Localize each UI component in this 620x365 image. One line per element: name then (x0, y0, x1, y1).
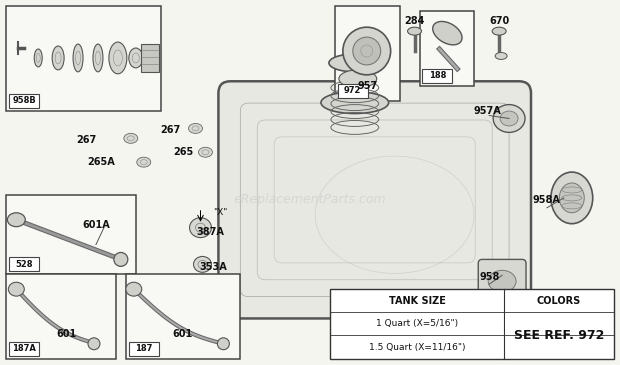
Text: 601: 601 (172, 329, 193, 339)
Ellipse shape (559, 183, 584, 213)
Ellipse shape (109, 42, 127, 74)
Bar (9, 342, 39, 356)
Ellipse shape (488, 270, 516, 292)
Ellipse shape (73, 44, 83, 72)
Bar (6, 274, 116, 359)
Ellipse shape (124, 133, 138, 143)
Text: 284: 284 (404, 16, 425, 26)
Text: 601: 601 (56, 329, 76, 339)
Text: 265: 265 (174, 147, 193, 157)
Text: 601A: 601A (82, 220, 110, 230)
Ellipse shape (343, 27, 391, 75)
FancyBboxPatch shape (478, 260, 526, 303)
Ellipse shape (551, 172, 593, 224)
Ellipse shape (407, 27, 422, 35)
Bar (422, 69, 453, 83)
Ellipse shape (7, 213, 25, 227)
Ellipse shape (198, 147, 213, 157)
Ellipse shape (492, 27, 506, 35)
Ellipse shape (339, 70, 377, 88)
Text: 958B: 958B (12, 96, 36, 105)
Text: 387A: 387A (197, 227, 224, 237)
Ellipse shape (126, 282, 142, 296)
Ellipse shape (321, 92, 389, 114)
Bar (420, 11, 474, 86)
Bar (330, 289, 614, 359)
Ellipse shape (8, 282, 24, 296)
Text: eReplacementParts.com: eReplacementParts.com (234, 193, 386, 206)
Text: SEE REF. 972: SEE REF. 972 (514, 329, 604, 342)
Bar (9, 94, 39, 108)
Text: 187: 187 (135, 344, 153, 353)
Ellipse shape (114, 253, 128, 266)
FancyBboxPatch shape (218, 81, 531, 318)
Ellipse shape (88, 338, 100, 350)
Ellipse shape (495, 53, 507, 59)
Text: 957: 957 (358, 81, 378, 91)
Ellipse shape (353, 37, 381, 65)
Ellipse shape (34, 49, 42, 67)
Text: 267: 267 (161, 126, 181, 135)
Ellipse shape (129, 48, 143, 68)
Text: 670: 670 (489, 16, 509, 26)
Ellipse shape (218, 338, 229, 350)
Ellipse shape (493, 105, 525, 132)
Bar (6, 195, 136, 274)
Ellipse shape (93, 44, 103, 72)
Text: 1.5 Quart (X=11/16"): 1.5 Quart (X=11/16") (369, 343, 465, 351)
Bar (129, 342, 159, 356)
Bar (141, 44, 159, 72)
Text: 528: 528 (16, 260, 33, 269)
Ellipse shape (190, 218, 211, 238)
Text: 188: 188 (429, 71, 446, 80)
Bar (335, 6, 400, 101)
Text: 972: 972 (344, 86, 361, 95)
Ellipse shape (329, 54, 381, 72)
Text: TANK SIZE: TANK SIZE (389, 296, 445, 306)
Bar (338, 84, 368, 98)
Bar (6, 6, 161, 111)
Text: 1 Quart (X=5/16"): 1 Quart (X=5/16") (376, 319, 458, 328)
Text: 265A: 265A (87, 157, 115, 167)
Ellipse shape (193, 257, 211, 272)
Ellipse shape (137, 157, 151, 167)
Text: 187A: 187A (12, 344, 36, 353)
Text: 958: 958 (479, 272, 499, 282)
Bar (9, 257, 39, 271)
Text: 353A: 353A (200, 262, 228, 272)
Ellipse shape (500, 111, 518, 126)
Bar (126, 274, 241, 359)
Text: "X": "X" (213, 208, 228, 217)
Bar (505, 313, 613, 334)
Text: 958A: 958A (533, 195, 561, 205)
Text: 267: 267 (76, 135, 96, 145)
Text: COLORS: COLORS (537, 296, 581, 306)
Ellipse shape (188, 123, 203, 133)
Text: 957A: 957A (473, 105, 501, 116)
Ellipse shape (433, 22, 462, 45)
Ellipse shape (52, 46, 64, 70)
